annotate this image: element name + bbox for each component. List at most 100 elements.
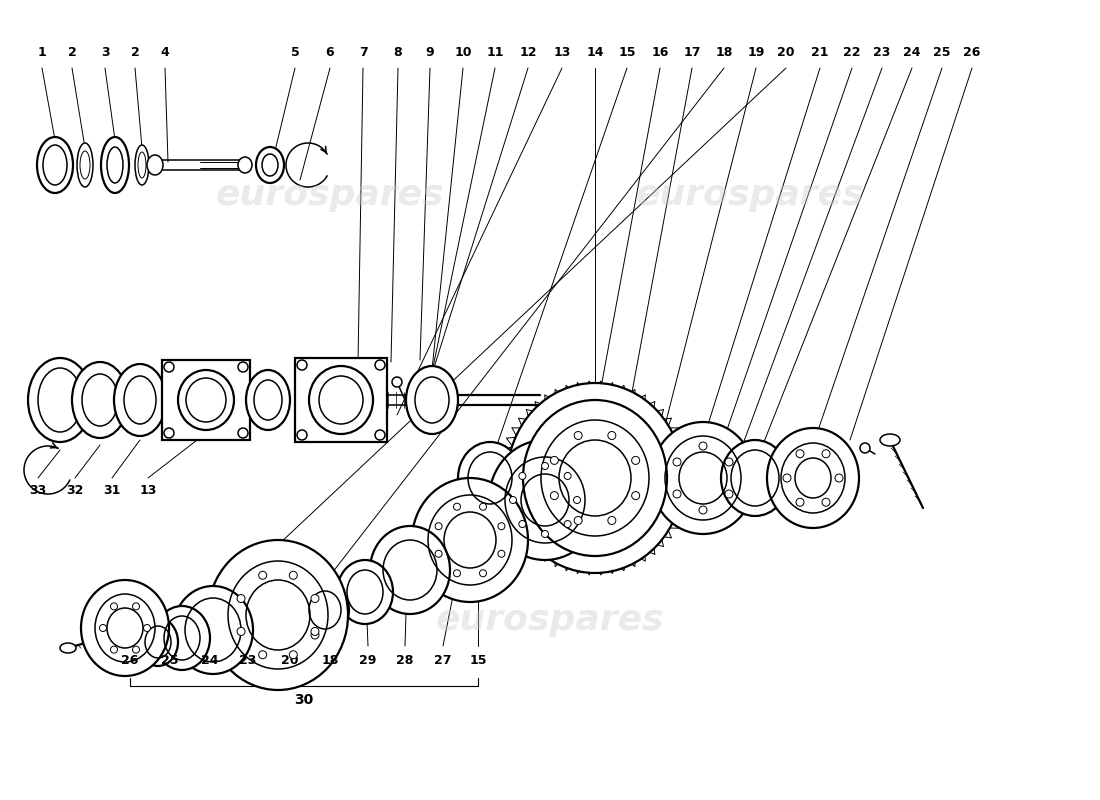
Circle shape	[564, 521, 571, 527]
Ellipse shape	[301, 582, 349, 638]
Circle shape	[289, 650, 297, 658]
Ellipse shape	[370, 526, 450, 614]
Circle shape	[375, 360, 385, 370]
Text: 26: 26	[121, 654, 139, 666]
Bar	[295, 358, 387, 442]
Circle shape	[796, 450, 804, 458]
Ellipse shape	[507, 383, 683, 573]
Ellipse shape	[246, 370, 290, 430]
Circle shape	[258, 650, 266, 658]
Circle shape	[725, 490, 733, 498]
Ellipse shape	[522, 400, 667, 556]
Text: 26: 26	[964, 46, 981, 58]
Ellipse shape	[138, 618, 178, 666]
Text: eurospares: eurospares	[636, 178, 865, 212]
Circle shape	[238, 362, 248, 372]
Text: 16: 16	[651, 46, 669, 58]
Ellipse shape	[458, 442, 522, 514]
Text: 1: 1	[37, 46, 46, 58]
Bar	[162, 360, 250, 440]
Ellipse shape	[309, 366, 373, 434]
Text: 25: 25	[933, 46, 950, 58]
Circle shape	[311, 627, 319, 635]
Circle shape	[498, 522, 505, 530]
Circle shape	[519, 521, 526, 527]
Ellipse shape	[173, 586, 253, 674]
Circle shape	[783, 474, 791, 482]
Circle shape	[519, 473, 526, 479]
Ellipse shape	[147, 155, 163, 175]
Text: 6: 6	[326, 46, 334, 58]
Text: 4: 4	[161, 46, 169, 58]
Circle shape	[725, 458, 733, 466]
Text: 10: 10	[454, 46, 472, 58]
Circle shape	[673, 458, 681, 466]
Ellipse shape	[256, 147, 284, 183]
Ellipse shape	[72, 362, 128, 438]
Text: 21: 21	[812, 46, 828, 58]
Ellipse shape	[60, 643, 76, 653]
Ellipse shape	[101, 137, 129, 193]
Text: 25: 25	[162, 654, 178, 666]
Ellipse shape	[412, 478, 528, 602]
Circle shape	[631, 492, 640, 500]
Circle shape	[541, 462, 549, 470]
Circle shape	[453, 503, 461, 510]
Circle shape	[480, 503, 486, 510]
Text: 23: 23	[873, 46, 891, 58]
Text: 9: 9	[426, 46, 434, 58]
Text: 13: 13	[553, 46, 571, 58]
Circle shape	[258, 571, 266, 579]
Ellipse shape	[37, 137, 73, 193]
Text: 13: 13	[140, 483, 156, 497]
Circle shape	[436, 550, 442, 558]
Text: 5: 5	[290, 46, 299, 58]
Ellipse shape	[337, 560, 393, 624]
Circle shape	[110, 646, 118, 653]
Text: 19: 19	[747, 46, 764, 58]
Text: 14: 14	[586, 46, 604, 58]
Circle shape	[99, 625, 107, 631]
Text: 7: 7	[359, 46, 367, 58]
Text: 24: 24	[201, 654, 219, 666]
Text: 2: 2	[67, 46, 76, 58]
Circle shape	[860, 443, 870, 453]
Circle shape	[564, 473, 571, 479]
Circle shape	[436, 522, 442, 530]
Text: 20: 20	[778, 46, 794, 58]
Circle shape	[574, 431, 582, 439]
Ellipse shape	[208, 540, 348, 690]
Circle shape	[236, 627, 245, 635]
Text: 15: 15	[618, 46, 636, 58]
Text: 33: 33	[30, 483, 46, 497]
Text: 11: 11	[486, 46, 504, 58]
Ellipse shape	[238, 157, 252, 173]
Circle shape	[392, 377, 402, 387]
Ellipse shape	[28, 358, 92, 442]
Circle shape	[822, 498, 830, 506]
Circle shape	[498, 550, 505, 558]
Circle shape	[236, 594, 245, 602]
Text: 29: 29	[360, 654, 376, 666]
Circle shape	[550, 492, 559, 500]
Text: 2: 2	[131, 46, 140, 58]
Circle shape	[164, 362, 174, 372]
Text: eurospares: eurospares	[216, 178, 444, 212]
Text: 3: 3	[101, 46, 109, 58]
Circle shape	[110, 603, 118, 610]
Circle shape	[698, 442, 707, 450]
Text: 22: 22	[844, 46, 860, 58]
Circle shape	[822, 450, 830, 458]
Circle shape	[453, 570, 461, 577]
Text: 32: 32	[66, 483, 84, 497]
Ellipse shape	[767, 428, 859, 528]
Ellipse shape	[178, 370, 234, 430]
Circle shape	[297, 360, 307, 370]
Text: 27: 27	[434, 654, 452, 666]
Circle shape	[574, 517, 582, 525]
Circle shape	[238, 428, 248, 438]
Circle shape	[573, 497, 581, 503]
Text: 30: 30	[295, 693, 313, 707]
Text: 17: 17	[683, 46, 701, 58]
Circle shape	[509, 497, 517, 503]
